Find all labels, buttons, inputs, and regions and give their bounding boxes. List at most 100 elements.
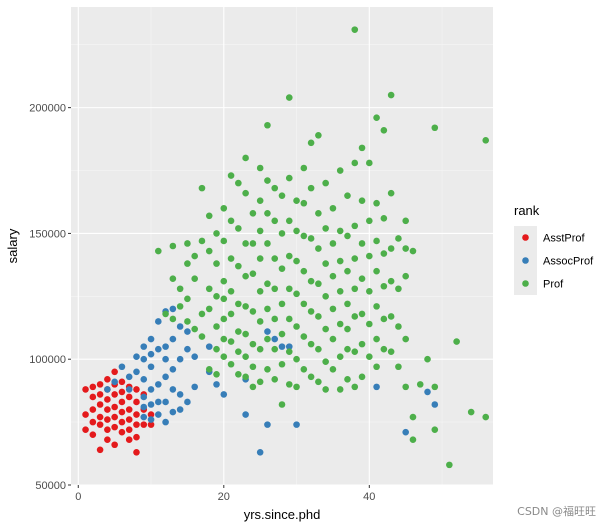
- data-point: [176, 303, 184, 310]
- legend-label: Prof: [543, 279, 564, 291]
- data-point: [191, 353, 198, 360]
- data-point: [169, 242, 177, 250]
- data-point: [111, 413, 118, 421]
- data-point: [285, 315, 293, 323]
- data-point: [285, 285, 293, 293]
- data-point: [147, 363, 155, 371]
- data-point: [205, 212, 213, 220]
- data-point: [315, 132, 322, 139]
- data-point: [111, 378, 118, 386]
- data-point: [373, 383, 380, 391]
- data-point: [285, 252, 293, 260]
- data-point: [395, 285, 402, 293]
- data-point: [140, 421, 148, 428]
- data-point: [162, 355, 169, 363]
- data-point: [329, 365, 337, 373]
- data-point: [213, 381, 220, 388]
- data-point: [387, 245, 395, 252]
- data-point: [373, 267, 380, 275]
- data-point: [96, 446, 104, 454]
- data-point: [271, 335, 279, 343]
- data-point: [198, 310, 206, 318]
- data-point: [351, 383, 359, 391]
- data-point: [133, 421, 140, 428]
- data-point: [111, 441, 118, 449]
- data-point: [184, 345, 191, 353]
- data-point: [184, 260, 191, 267]
- data-point: [213, 323, 220, 330]
- data-point: [249, 209, 257, 217]
- data-point: [344, 345, 351, 353]
- data-point: [278, 192, 286, 199]
- data-point: [402, 217, 409, 225]
- data-point: [111, 403, 118, 411]
- data-point: [271, 376, 279, 383]
- data-point: [300, 232, 308, 240]
- data-point: [176, 406, 184, 413]
- data-point: [176, 285, 184, 293]
- data-point: [155, 247, 162, 255]
- data-point: [220, 277, 228, 285]
- data-point: [118, 428, 126, 436]
- data-point: [184, 295, 191, 303]
- data-point: [300, 164, 308, 172]
- data-point: [256, 287, 264, 295]
- data-point: [227, 255, 235, 262]
- data-point: [242, 330, 249, 338]
- data-point: [366, 287, 373, 295]
- data-point: [344, 267, 351, 275]
- data-point: [373, 335, 380, 343]
- data-point: [184, 328, 191, 335]
- data-point: [402, 272, 409, 280]
- data-point: [162, 398, 169, 406]
- data-point: [300, 199, 308, 207]
- data-point: [176, 391, 184, 398]
- data-point: [155, 381, 162, 388]
- data-point: [242, 189, 249, 197]
- data-point: [213, 371, 220, 378]
- data-point: [118, 363, 126, 371]
- data-point: [213, 260, 220, 267]
- data-point: [264, 209, 271, 217]
- data-point: [329, 272, 337, 280]
- data-point: [249, 383, 257, 391]
- data-point: [220, 295, 228, 303]
- legend-key-point: [522, 234, 529, 241]
- y-axis-title: salary: [5, 228, 20, 263]
- data-point: [155, 411, 162, 418]
- data-point: [387, 277, 395, 285]
- data-point: [96, 401, 104, 408]
- data-point: [125, 406, 133, 413]
- data-point: [227, 360, 235, 368]
- data-point: [89, 418, 97, 426]
- data-point: [329, 335, 337, 343]
- data-point: [227, 338, 235, 345]
- data-point: [351, 159, 359, 167]
- data-point: [227, 172, 235, 179]
- data-point: [395, 363, 402, 371]
- data-point: [395, 235, 402, 242]
- data-point: [278, 401, 286, 408]
- data-point: [380, 282, 388, 290]
- data-point: [402, 245, 409, 252]
- data-point: [315, 245, 322, 252]
- data-point: [307, 340, 315, 348]
- data-point: [285, 174, 293, 182]
- data-point: [307, 373, 315, 381]
- data-point: [373, 303, 380, 310]
- data-point: [249, 363, 257, 371]
- data-point: [271, 184, 279, 192]
- data-point: [227, 217, 235, 225]
- data-point: [235, 179, 242, 187]
- data-point: [147, 386, 155, 393]
- legend-label: AssocProf: [543, 256, 594, 268]
- data-point: [293, 290, 300, 298]
- legend-key-point: [522, 257, 529, 264]
- data-point: [104, 406, 111, 413]
- data-point: [336, 227, 344, 235]
- data-point: [431, 124, 439, 132]
- data-point: [104, 396, 111, 403]
- data-point: [307, 235, 315, 242]
- data-point: [380, 315, 388, 323]
- data-point: [169, 305, 177, 313]
